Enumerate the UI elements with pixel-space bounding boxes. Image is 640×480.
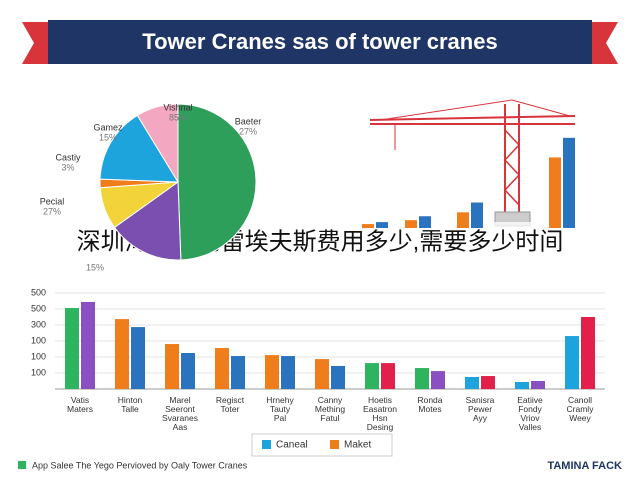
legend: Caneal Maket bbox=[262, 440, 371, 451]
bar bbox=[131, 327, 145, 389]
bar bbox=[362, 224, 374, 228]
bar bbox=[65, 308, 79, 389]
title: Tower Cranes sas of tower cranes bbox=[142, 29, 497, 54]
pie-slice bbox=[136, 103, 179, 184]
bar bbox=[431, 371, 445, 389]
x-tick-label: Marel Seeront Svaranes Aas bbox=[162, 395, 198, 432]
pie-label: Gamez bbox=[93, 122, 123, 132]
bar bbox=[471, 202, 483, 228]
bar bbox=[376, 222, 388, 228]
brand: TAMINA FACK bbox=[547, 460, 622, 472]
bar bbox=[481, 376, 495, 389]
y-tick-label: 500 bbox=[31, 287, 46, 297]
legend-box bbox=[251, 433, 393, 457]
ribbon-right bbox=[588, 22, 618, 64]
x-tick-label: Canoll Cramly Weey bbox=[567, 395, 595, 423]
pie-label: Castiy bbox=[55, 152, 81, 162]
x-tick-label: Ronda Motes bbox=[417, 395, 442, 414]
pie-value-label: 27% bbox=[43, 206, 61, 216]
pie-label: Vishnal bbox=[163, 102, 192, 112]
bar bbox=[165, 344, 179, 389]
y-tick-label: 100 bbox=[31, 351, 46, 361]
footer: App Salee The Yego Pervioved by Oaly Tow… bbox=[32, 460, 248, 470]
ribbon-left bbox=[22, 22, 52, 64]
pie-slice bbox=[99, 114, 179, 183]
bar bbox=[419, 216, 431, 228]
overlay-band bbox=[0, 222, 640, 264]
bar bbox=[457, 212, 469, 228]
x-tick-label: Canny Mething Fatul bbox=[315, 395, 346, 423]
crane-lattice bbox=[503, 129, 521, 206]
pie-value-label: 85% bbox=[169, 112, 187, 122]
y-tick-label: 100 bbox=[31, 367, 46, 377]
pie-value-label: 15% bbox=[86, 262, 104, 272]
bar bbox=[381, 363, 395, 389]
pie-slice bbox=[113, 181, 182, 261]
x-tick-label: Sanisra Pewer Ayy bbox=[466, 395, 495, 423]
legend-label: Maket bbox=[344, 440, 371, 451]
pie-label: Pecial bbox=[40, 196, 65, 206]
pie-value-label: 3% bbox=[61, 162, 74, 172]
crane-cable bbox=[379, 99, 513, 121]
pie-value-label: 15% bbox=[99, 132, 117, 142]
bar bbox=[265, 355, 279, 389]
bar bbox=[81, 301, 95, 389]
bar bbox=[181, 353, 195, 389]
x-tick-label: Hoetis Easatron Hsn Desing bbox=[363, 395, 397, 432]
y-tick-label: 300 bbox=[31, 319, 46, 329]
bar bbox=[531, 381, 545, 389]
bar bbox=[365, 363, 379, 389]
pie-label: Baeter bbox=[235, 116, 262, 126]
title-banner bbox=[48, 20, 592, 64]
bar bbox=[405, 220, 417, 228]
bar bbox=[515, 381, 529, 389]
crane-cable bbox=[511, 99, 571, 117]
bar bbox=[565, 336, 579, 389]
bar bbox=[549, 157, 561, 228]
crane bbox=[369, 99, 576, 227]
pie-value-label: 27% bbox=[239, 126, 257, 136]
footer-icon bbox=[18, 461, 26, 469]
legend-swatch bbox=[262, 440, 271, 449]
bar bbox=[231, 356, 245, 389]
x-tick-label: Regisct Toter bbox=[216, 395, 245, 414]
x-tick-label: Hinton Talle bbox=[118, 395, 143, 414]
pie-slice bbox=[177, 103, 257, 261]
legend-label: Caneal bbox=[276, 440, 308, 451]
bar bbox=[115, 319, 129, 389]
bar bbox=[465, 377, 479, 389]
crane-jib bbox=[369, 115, 576, 121]
x-tick-label: Eatiive Fondy Vriov Valles bbox=[517, 395, 543, 432]
bar bbox=[581, 317, 595, 389]
bar bbox=[215, 348, 229, 389]
bar bbox=[315, 359, 329, 389]
x-tick-label: Vatis Maters bbox=[67, 395, 93, 414]
legend-swatch bbox=[330, 440, 339, 449]
bar bbox=[331, 365, 345, 389]
bar bbox=[563, 137, 575, 228]
bar bbox=[281, 356, 295, 389]
x-tick-label: Hrnehy Tauty Pal bbox=[266, 395, 294, 423]
bar bbox=[415, 368, 429, 389]
y-tick-label: 500 bbox=[31, 303, 46, 313]
y-tick-label: 100 bbox=[31, 335, 46, 345]
